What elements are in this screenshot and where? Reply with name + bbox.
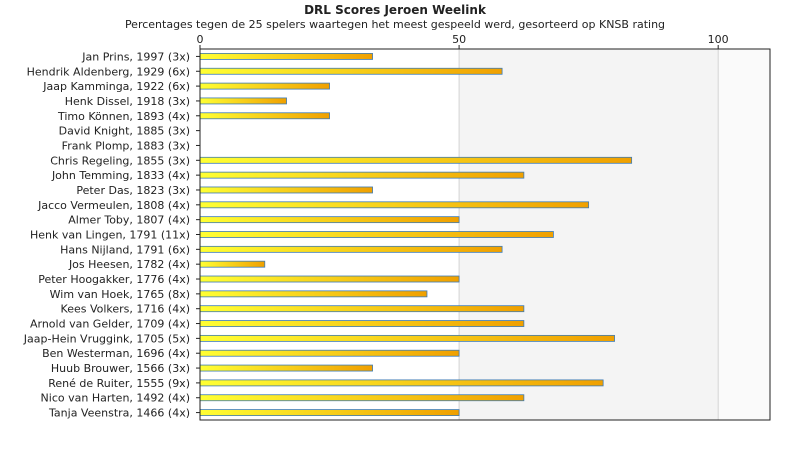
bar [199,394,525,402]
bar [199,320,525,327]
bar [199,379,604,387]
chart-title: DRL Scores Jeroen Weelink [304,3,487,17]
category-label: Nico van Harten, 1492 (4x) [41,392,190,405]
category-label: Almer Toby, 1807 (4x) [68,214,190,227]
category-label: Hans Nijland, 1791 (6x) [60,243,190,256]
bar [199,245,503,253]
category-label: Arnold van Gelder, 1709 (4x) [30,318,190,331]
category-label: John Temming, 1833 (4x) [51,169,190,182]
category-label: Ben Westerman, 1696 (4x) [42,347,190,360]
category-labels: Jan Prins, 1997 (3x) Hendrik Aldenberg, 1… [23,50,200,420]
bar [199,67,503,75]
category-label: Timo Können, 1893 (4x) [57,110,190,123]
category-label: Peter Hoogakker, 1776 (4x) [38,273,190,286]
bar [199,260,266,268]
bar [199,305,525,313]
category-label: Jaap Kamminga, 1922 (6x) [42,80,190,93]
bar [199,171,525,179]
category-label: David Knight, 1885 (3x) [59,125,190,138]
x-axis-ticks: 0 50 100 [197,33,729,420]
plot-band [718,49,770,420]
x-tick-label: 100 [708,33,729,46]
category-label: René de Ruiter, 1555 (9x) [48,377,190,390]
bar [199,112,330,120]
category-label: Peter Das, 1823 (3x) [76,184,190,197]
bar [199,349,460,357]
category-label: Jos Heesen, 1782 (4x) [68,258,190,271]
x-tick-label: 0 [197,33,204,46]
category-label: Jacco Vermeulen, 1808 (4x) [37,199,190,212]
category-label: Tanja Veenstra, 1466 (4x) [48,407,190,420]
bar [199,364,373,372]
bar [199,275,460,283]
category-label: Jaap-Hein Vruggink, 1705 (5x) [23,332,190,345]
category-label: Wim van Hoek, 1765 (8x) [50,288,190,301]
plot-frame [199,48,771,421]
bar [199,156,633,164]
bar [199,82,330,90]
bar [199,53,373,60]
bar [199,97,287,105]
category-label: Chris Regeling, 1855 (3x) [50,154,190,167]
bar [199,216,460,224]
bar [199,290,428,298]
category-label: Huub Brouwer, 1566 (3x) [51,362,190,375]
category-label: Henk Dissel, 1918 (3x) [65,95,190,108]
category-label: Henk van Lingen, 1791 (11x) [30,229,190,242]
x-tick-label: 50 [452,33,466,46]
bar [199,186,373,194]
category-label: Hendrik Aldenberg, 1929 (6x) [27,65,190,78]
bar [199,334,615,342]
bar [199,201,590,209]
category-label: Kees Volkers, 1716 (4x) [61,303,190,316]
bar [199,231,554,238]
category-label: Jan Prins, 1997 (3x) [81,50,190,63]
category-label: Frank Plomp, 1883 (3x) [62,139,190,152]
bar [199,409,460,416]
bars-group [199,53,633,416]
chart-subtitle: Percentages tegen de 25 spelers waartege… [125,18,665,31]
